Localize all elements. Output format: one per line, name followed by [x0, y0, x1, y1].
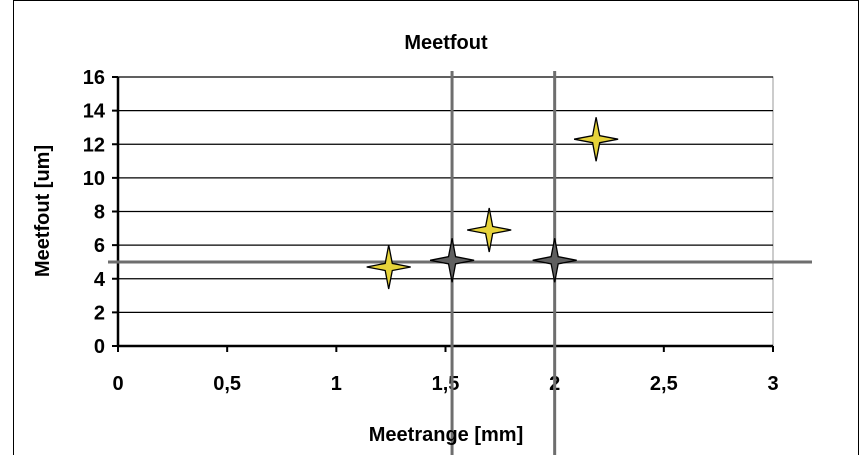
data-point-star	[532, 238, 577, 283]
data-point-star	[573, 117, 619, 162]
chart-frame	[13, 0, 859, 455]
data-point-star	[366, 244, 411, 290]
x-tick-label: 1	[331, 373, 342, 395]
y-tick-label: 2	[94, 302, 105, 324]
gridlines	[118, 76, 773, 313]
x-tick-label: 3	[767, 373, 778, 395]
chart-title: Meetfout	[404, 32, 488, 54]
y-tick-label: 14	[83, 101, 106, 123]
y-tick-label: 16	[83, 67, 105, 89]
y-tick-label: 0	[94, 336, 105, 358]
x-tick-label: 1,5	[432, 373, 460, 395]
x-tick-label: 0,5	[213, 373, 241, 395]
axes	[112, 76, 774, 352]
x-axis-title: Meetrange [mm]	[369, 424, 523, 446]
data-point-star	[467, 207, 512, 253]
y-tick-label: 6	[94, 235, 105, 257]
data-points	[366, 117, 619, 290]
data-point-star	[429, 238, 475, 283]
y-tick-label: 10	[83, 168, 105, 190]
y-tick-label: 8	[94, 202, 105, 224]
y-tick-label: 12	[83, 134, 105, 156]
y-tick-label: 4	[94, 269, 106, 291]
x-tick-label: 0	[112, 373, 123, 395]
x-tick-label: 2,5	[650, 373, 678, 395]
y-axis-title: Meetfout [um]	[32, 145, 54, 277]
